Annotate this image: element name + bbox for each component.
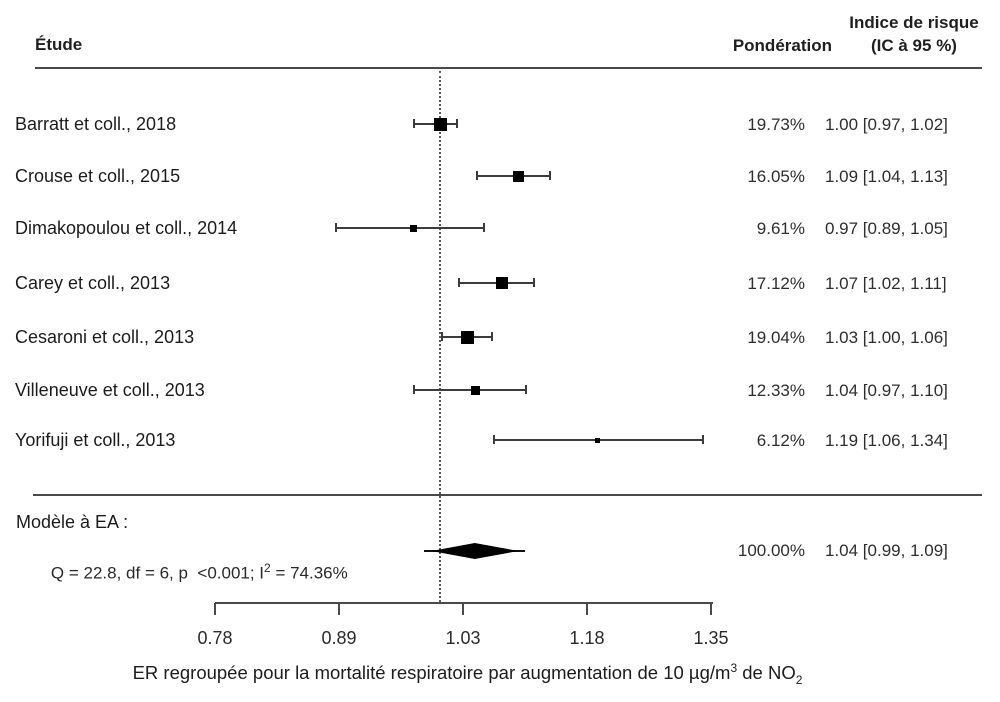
heterogeneity-stats: Q = 22.8, df = 6, p <0.001; I2 = 74.36%	[32, 541, 348, 604]
x-axis-tick	[710, 603, 712, 615]
x-axis-tick	[338, 603, 340, 615]
x-axis-tick	[586, 603, 588, 615]
estimate-marker	[434, 117, 447, 131]
study-label: Cesaroni et coll., 2013	[15, 327, 195, 347]
x-axis-caption-sup: 3	[730, 661, 738, 675]
study-label: Villeneuve et coll., 2013	[15, 380, 205, 400]
ci-cap-left	[413, 385, 415, 394]
ci-whisker	[413, 389, 527, 391]
ci-cap-left	[440, 332, 443, 341]
estimate-marker	[409, 224, 417, 232]
study-label: Carey et coll., 2013	[15, 273, 171, 293]
ci-cap-right	[702, 435, 705, 444]
study-label: Crouse et coll., 2015	[15, 166, 181, 186]
ci-value: 1.04 [0.97, 1.10]	[825, 381, 948, 400]
ci-value: 1.09 [1.04, 1.13]	[825, 167, 948, 186]
weight-value: 19.04%	[747, 328, 805, 347]
x-axis-caption: ER regroupée pour la mortalité respirato…	[0, 661, 935, 687]
study-label: Dimakopoulou et coll., 2014	[15, 218, 238, 238]
estimate-marker	[512, 170, 524, 182]
ci-value: 1.03 [1.00, 1.06]	[825, 328, 948, 347]
x-axis-caption-sub: 2	[795, 672, 803, 687]
effect-column-header-line2: (IC à 95 %)	[871, 36, 957, 55]
estimate-marker	[471, 385, 481, 395]
summary-model-label: Modèle à EA :	[16, 512, 129, 532]
estimate-marker	[460, 330, 474, 344]
heterogeneity-stats-suffix: = 74.36%	[270, 563, 348, 583]
ci-cap-right	[532, 278, 535, 287]
x-axis-tick-label: 0.89	[321, 628, 357, 648]
summary-weight-value: 100.00%	[737, 541, 805, 560]
ci-value: 1.07 [1.02, 1.11]	[825, 274, 947, 293]
x-axis-tick-label: 0.78	[197, 628, 233, 648]
weight-column-header: Pondération	[732, 36, 832, 55]
ci-value: 1.00 [0.97, 1.02]	[825, 115, 948, 134]
heterogeneity-stats-sup: 2	[264, 561, 271, 575]
x-axis-tick	[462, 603, 464, 615]
ci-cap-left	[458, 278, 461, 287]
x-axis-tick-label: 1.18	[569, 628, 605, 648]
ci-value: 0.97 [0.89, 1.05]	[825, 219, 948, 238]
heterogeneity-stats-prefix: Q = 22.8, df = 6, p <0.001; I	[50, 563, 265, 583]
null-effect-line	[439, 71, 441, 602]
estimate-marker	[495, 277, 508, 289]
weight-value: 16.05%	[747, 167, 805, 186]
ci-cap-left	[335, 223, 338, 232]
study-label: Yorifuji et coll., 2013	[15, 430, 176, 450]
ci-cap-left	[493, 435, 495, 444]
x-axis-tick	[214, 603, 216, 615]
x-axis-tick-label: 1.35	[693, 628, 729, 648]
ci-cap-right	[524, 385, 527, 394]
weight-value: 6.12%	[756, 431, 805, 450]
ci-cap-right	[482, 223, 485, 232]
x-axis-line	[215, 602, 713, 604]
ci-cap-right	[491, 332, 493, 341]
effect-column-header-line1: Indice de risque	[849, 13, 979, 32]
summary-rule	[33, 494, 982, 496]
weight-value: 19.73%	[747, 115, 805, 134]
header-rule	[35, 67, 982, 69]
ci-cap-right	[456, 119, 459, 128]
x-axis-tick-label: 1.03	[445, 628, 481, 648]
study-column-header: Étude	[35, 35, 83, 54]
ci-cap-left	[413, 119, 415, 128]
weight-value: 17.12%	[747, 274, 805, 293]
ci-cap-left	[475, 171, 478, 180]
summary-ci-value: 1.04 [0.99, 1.09]	[825, 541, 948, 560]
x-axis-caption-text: ER regroupée pour la mortalité respirato…	[132, 662, 731, 684]
estimate-marker	[594, 437, 600, 443]
x-axis-caption-mid: de NO	[737, 662, 796, 684]
ci-value: 1.19 [1.06, 1.34]	[825, 431, 948, 450]
weight-value: 9.61%	[756, 219, 805, 238]
summary-diamond	[431, 543, 519, 559]
weight-value: 12.33%	[747, 381, 805, 400]
study-label: Barratt et coll., 2018	[15, 114, 177, 134]
ci-cap-right	[548, 171, 551, 180]
